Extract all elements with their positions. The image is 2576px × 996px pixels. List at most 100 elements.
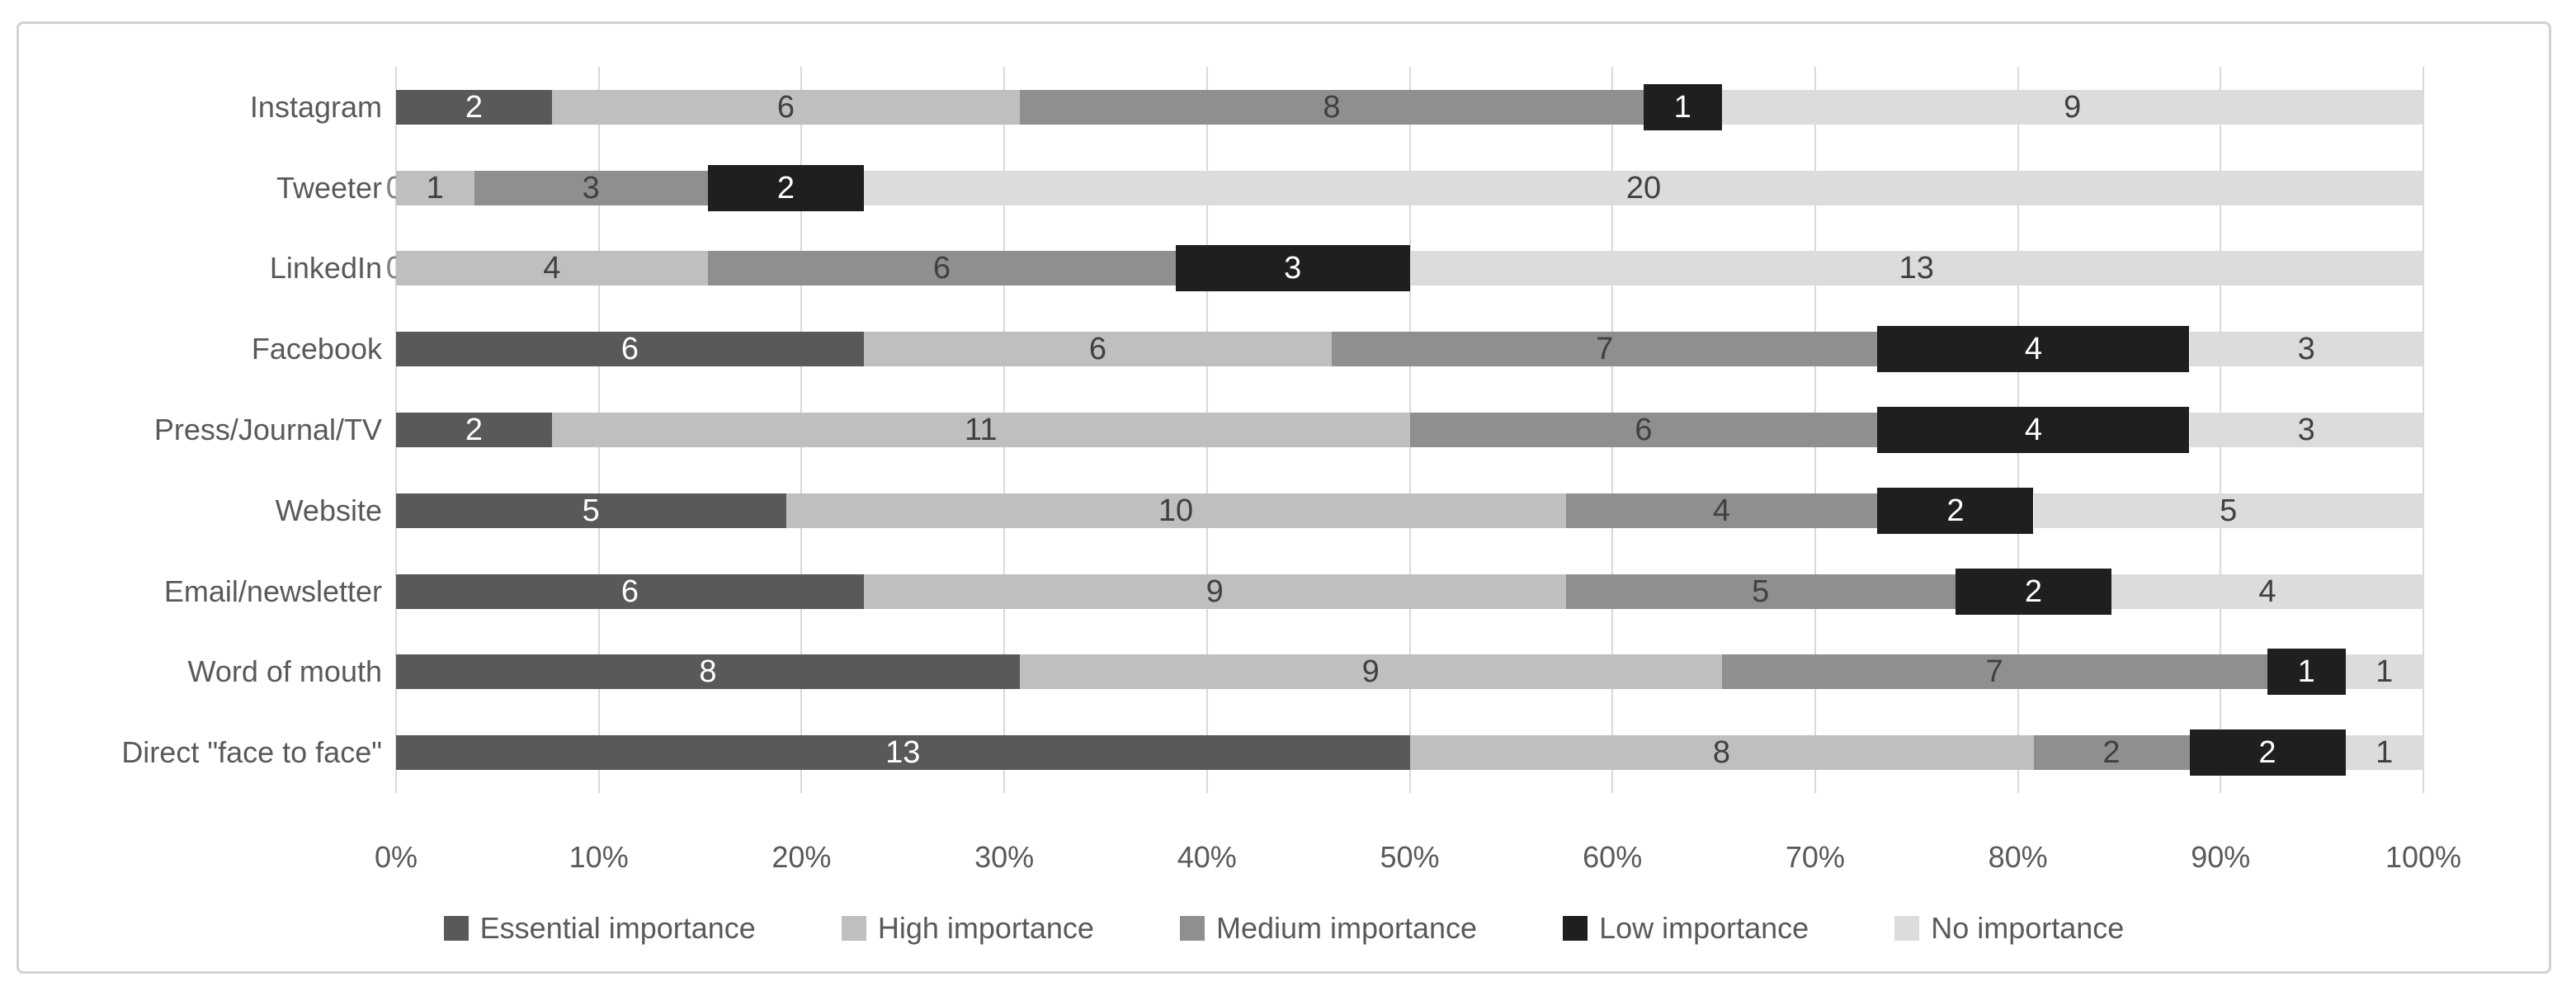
data-label: 13 — [1899, 251, 1934, 286]
data-label: 13 — [885, 735, 921, 771]
bar-row: 2 6 8 1 9 — [396, 83, 2423, 130]
data-label: 4 — [2258, 574, 2276, 609]
bar-segment: 6 — [396, 574, 864, 609]
category-label: Website — [275, 493, 382, 527]
bar-segment: 1 — [396, 170, 474, 205]
category-label: LinkedIn — [269, 251, 382, 286]
data-label: 3 — [582, 170, 600, 205]
bar-segment: 5 — [1565, 574, 1956, 609]
bar-segment: 5 — [2033, 493, 2423, 528]
bar-segment: 2 — [708, 164, 864, 211]
data-label: 1 — [426, 170, 444, 205]
legend-label: No importance — [1931, 911, 2125, 945]
bar-segment: 3 — [2189, 413, 2423, 447]
bar-segment: 5 — [396, 493, 786, 528]
data-label: 6 — [620, 574, 639, 609]
bar-segment: 8 — [396, 654, 1020, 690]
bar-segment: 11 — [552, 413, 1410, 447]
bar-segment: 9 — [1721, 89, 2423, 125]
data-label: 2 — [2024, 574, 2043, 609]
chart-frame: 2 6 8 1 9 0 1 3 2 20 0 4 6 3 13 6 6 7 4 3 2 11 6 4 3 5 10 4 2 5 6 9 5 2 4 8… — [17, 21, 2551, 974]
category-label: Direct "face to face" — [121, 735, 382, 770]
data-label: 5 — [2220, 493, 2238, 528]
bar-segment: 3 — [1176, 245, 1410, 292]
data-label: 4 — [543, 251, 561, 286]
data-label: 4 — [1712, 493, 1731, 528]
bar-segment: 8 — [1409, 735, 2034, 771]
bar-segment: 2 — [396, 413, 552, 447]
x-axis-tick-label: 10% — [569, 840, 629, 874]
legend: Essential importance High importance Mediu… — [19, 904, 2549, 953]
legend-label: Essential importance — [479, 911, 756, 945]
data-label: 2 — [2102, 735, 2121, 771]
data-label: 6 — [932, 251, 951, 286]
legend-label: Low importance — [1599, 911, 1809, 945]
bar-segment: 2 — [396, 89, 552, 125]
legend-marker-icon — [443, 916, 469, 941]
data-label: 9 — [2064, 89, 2082, 125]
bar-segment: 4 — [396, 251, 708, 286]
data-label: 10 — [1158, 493, 1194, 528]
legend-label: Medium importance — [1215, 911, 1478, 945]
data-label: 6 — [620, 332, 639, 367]
legend-marker-icon — [841, 916, 866, 941]
x-axis-tick-label: 30% — [974, 840, 1035, 874]
data-label: 6 — [776, 89, 795, 125]
plot-area: 2 6 8 1 9 0 1 3 2 20 0 4 6 3 13 6 6 7 4 3 2 11 6 4 3 5 10 4 2 5 6 9 5 2 4 8… — [386, 67, 2424, 793]
x-axis-tick-label: 90% — [2191, 840, 2251, 874]
bar-segment: 4 — [2111, 574, 2423, 609]
legend-item: High importance — [841, 911, 1094, 946]
x-axis-tick-label: 70% — [1785, 840, 1845, 874]
legend-marker-icon — [1563, 916, 1588, 941]
bar-row: 0 4 6 3 13 — [386, 245, 2423, 292]
data-label: 2 — [465, 413, 484, 447]
bar-segment: 4 — [1565, 493, 1878, 528]
bar-segment: 9 — [864, 574, 1566, 609]
bar-segment: 2 — [1956, 568, 2111, 615]
legend-item: Essential importance — [443, 911, 756, 946]
data-label: 4 — [2024, 413, 2043, 447]
category-label: Instagram — [249, 89, 382, 124]
bar-segment: 9 — [1020, 654, 1722, 690]
bar-segment: 1 — [2345, 735, 2423, 771]
bar-segment: 10 — [786, 493, 1566, 528]
bar-segment: 3 — [474, 170, 708, 205]
data-label: 2 — [776, 170, 795, 205]
bar-row: 13 8 2 2 1 — [396, 729, 2423, 777]
data-label: 8 — [699, 654, 717, 690]
gridline — [2423, 67, 2424, 793]
category-label: Press/Journal/TV — [153, 413, 382, 446]
bar-segment: 4 — [1877, 407, 2190, 453]
bar-segment: 6 — [552, 89, 1020, 125]
x-axis: 0% 10% 20% 30% 40% 50% 60% 70% 80% 90% 100% — [375, 839, 2461, 876]
bar-segment: 6 — [396, 332, 864, 367]
x-axis-tick-label: 0% — [374, 840, 418, 874]
legend-item: Medium importance — [1179, 911, 1478, 946]
bar-segment: 2 — [1877, 487, 2034, 534]
data-label: 8 — [1712, 735, 1731, 771]
bar-segment: 2 — [2033, 735, 2190, 771]
data-label: 9 — [1361, 654, 1380, 690]
category-label: Email/newsletter — [163, 574, 382, 608]
data-label: 6 — [1635, 413, 1653, 447]
data-label: 5 — [1752, 574, 1770, 609]
x-axis-tick-label: 40% — [1177, 840, 1237, 874]
bar-segment: 13 — [396, 735, 1410, 771]
data-label: 5 — [582, 493, 600, 528]
bar-segment: 6 — [864, 332, 1332, 367]
data-label: 2 — [1946, 493, 1965, 528]
x-axis-tick-label: 60% — [1583, 840, 1643, 874]
bar-segment: 1 — [1644, 83, 1722, 130]
category-label: Tweeter — [276, 170, 382, 205]
data-label: 4 — [2024, 332, 2043, 367]
bar-segment: 1 — [2267, 649, 2346, 696]
bar-segment: 1 — [2345, 654, 2423, 690]
data-label: 8 — [1323, 89, 1341, 125]
data-label: 1 — [2375, 654, 2394, 690]
bar-row: 0 1 3 2 20 — [386, 164, 2423, 211]
legend-marker-icon — [1179, 916, 1205, 941]
x-axis-tick-label: 100% — [2385, 840, 2462, 874]
data-label: 3 — [2297, 413, 2315, 447]
legend-label: High importance — [877, 911, 1094, 945]
category-label: Facebook — [251, 332, 382, 366]
